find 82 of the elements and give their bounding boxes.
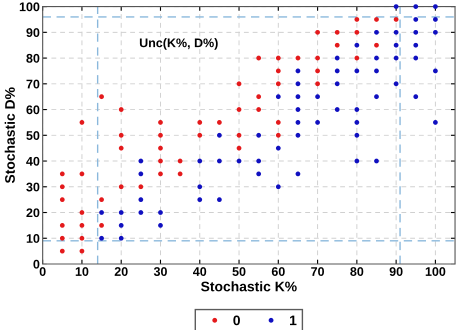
point — [236, 107, 242, 112]
point — [315, 30, 320, 35]
x-tick-label: 30 — [154, 267, 167, 276]
y-tick-label: 30 — [26, 182, 40, 192]
point — [256, 56, 262, 60]
point — [80, 222, 84, 228]
point — [334, 42, 340, 48]
point — [354, 30, 360, 35]
y-tick-label: 0 — [33, 260, 40, 269]
point — [158, 172, 163, 176]
x-tick-label: 50 — [232, 267, 246, 276]
point — [118, 184, 124, 190]
point — [99, 197, 104, 202]
point — [315, 56, 320, 60]
y-tick-label: 100 — [20, 2, 40, 12]
point — [276, 81, 281, 86]
y-tick-label: 10 — [26, 234, 40, 243]
x-tick-label: 100 — [426, 267, 446, 276]
point — [315, 68, 320, 74]
point — [118, 146, 124, 151]
y-tick-label: 60 — [26, 105, 40, 114]
point — [158, 132, 163, 138]
point — [334, 30, 340, 35]
point — [178, 172, 183, 176]
point — [256, 107, 262, 112]
y-tick-label: 20 — [26, 208, 40, 218]
x-tick-label: 0 — [40, 267, 46, 276]
point — [118, 107, 124, 112]
x-tick-label: 60 — [272, 267, 285, 276]
y-tick-label: 40 — [26, 156, 40, 166]
point — [158, 146, 163, 151]
point — [99, 94, 104, 100]
y-tick-label: 90 — [26, 28, 40, 37]
point — [315, 81, 320, 86]
point — [394, 17, 399, 22]
point — [60, 172, 65, 176]
x-tick-label: 70 — [311, 267, 324, 276]
annotation: Unc(K%, D%) — [140, 38, 218, 50]
point — [354, 56, 360, 60]
point — [217, 120, 222, 125]
point — [276, 132, 281, 138]
point — [158, 158, 163, 164]
point — [60, 236, 65, 241]
x-tick-label: 10 — [76, 267, 88, 276]
x-axis-title: Stochastic K% — [201, 281, 297, 292]
point — [80, 236, 84, 241]
x-tick-label: 80 — [350, 267, 364, 276]
point — [236, 146, 242, 151]
point — [256, 94, 262, 100]
point — [374, 42, 379, 48]
legend-label: 1 — [290, 316, 296, 326]
point — [276, 68, 281, 74]
point — [99, 222, 104, 228]
point — [236, 81, 242, 86]
legend-label: 0 — [233, 315, 240, 326]
y-tick-label: 50 — [26, 131, 40, 140]
point — [374, 17, 379, 22]
point — [158, 120, 163, 125]
y-axis-title: Stochastic D% — [4, 87, 15, 184]
point — [197, 132, 202, 138]
x-tick-label: 40 — [192, 267, 206, 276]
y-tick-label: 70 — [26, 80, 40, 88]
point — [80, 172, 84, 176]
point — [60, 222, 65, 228]
point — [197, 120, 202, 125]
x-tick-label: 20 — [114, 267, 128, 276]
point — [138, 184, 144, 190]
point — [178, 158, 183, 164]
y-tick-label: 80 — [26, 54, 40, 63]
point — [80, 120, 84, 125]
point — [60, 184, 65, 190]
point — [276, 120, 281, 125]
point — [80, 248, 84, 254]
point — [236, 132, 242, 138]
point — [296, 56, 300, 60]
point — [118, 132, 124, 138]
x-tick-label: 90 — [390, 267, 403, 276]
point — [276, 56, 281, 60]
point — [80, 210, 84, 215]
point — [60, 197, 65, 202]
point — [60, 248, 65, 254]
point — [354, 17, 360, 22]
